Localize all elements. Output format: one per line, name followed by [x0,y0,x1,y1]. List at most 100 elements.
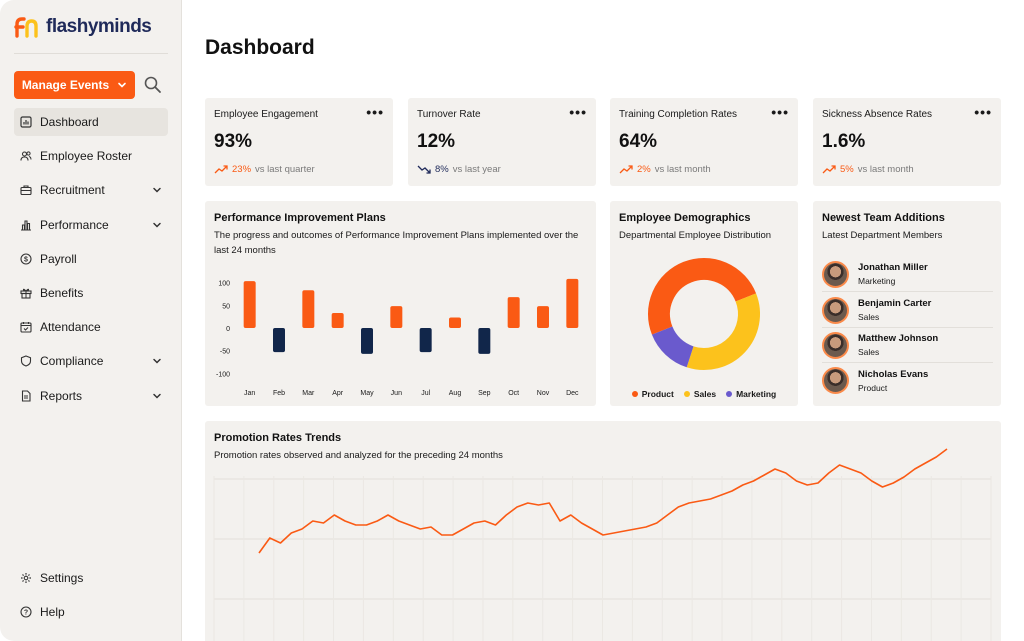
member-name: Matthew Johnson [858,333,939,344]
search-icon[interactable] [143,75,163,95]
sidebar-item-compliance[interactable]: Compliance [14,347,168,375]
dollar-icon: $ [20,253,32,265]
bar-aug[interactable] [449,317,461,328]
sidebar-item-attendance[interactable]: Attendance [14,313,168,341]
card-subtitle: Latest Department Members [822,230,943,241]
brand-logo[interactable]: flashyminds [14,14,152,40]
kpi-trend: 5% vs last month [822,164,914,175]
bar-jan[interactable] [243,281,256,328]
sidebar-item-payroll[interactable]: $ Payroll [14,245,168,273]
promotion-series-line[interactable] [258,448,948,554]
main-content: Dashboard Employee Engagement ••• 93% 23… [182,0,1024,641]
list-item[interactable]: Matthew Johnson Sales [822,328,993,363]
sidebar-item-label: Reports [40,388,83,403]
promotion-card: Promotion Rates Trends Promotion rates o… [205,421,1001,641]
sidebar-item-label: Settings [40,571,84,585]
y-tick-label: 50 [222,303,230,310]
card-subtitle: Departmental Employee Distribution [619,230,772,241]
sidebar-item-performance[interactable]: Performance [14,211,168,239]
bar-jun[interactable] [390,306,403,328]
list-item[interactable]: Benjamin Carter Sales [822,293,993,328]
member-department: Sales [858,347,880,357]
more-options-icon[interactable]: ••• [974,104,992,120]
x-tick-label: Nov [537,390,550,397]
y-tick-label: 100 [218,281,230,288]
more-options-icon[interactable]: ••• [569,104,587,120]
x-tick-label: Sep [478,390,491,397]
sidebar-item-dashboard[interactable]: Dashboard [14,108,168,136]
more-options-icon[interactable]: ••• [771,104,789,120]
sidebar-item-reports[interactable]: Reports [14,382,168,410]
card-title: Promotion Rates Trends [214,432,342,444]
member-name: Nicholas Evans [858,368,929,380]
card-title: Performance Improvement Plans [214,212,386,224]
chevron-down-icon[interactable] [152,220,162,230]
list-item[interactable]: Nicholas Evans Product [822,363,993,398]
users-icon [20,151,32,161]
bar-may[interactable] [361,328,373,354]
donut-slice-sales[interactable] [686,293,760,370]
x-tick-label: Jul [421,390,430,397]
more-options-icon[interactable]: ••• [366,104,384,120]
x-tick-label: Jan [244,390,255,397]
gift-icon [20,288,32,299]
bar-oct[interactable] [507,297,520,328]
chevron-down-icon[interactable] [152,185,162,195]
legend-item-sales: Sales [683,389,716,399]
donut-slice-product[interactable] [648,258,757,335]
kpi-card-training-completion: Training Completion Rates ••• 64% 2% vs … [610,98,798,186]
member-department: Product [858,382,888,393]
legend-swatch [726,391,733,397]
legend-item-product: Product [631,389,674,399]
manage-events-button[interactable]: Manage Events [14,71,135,99]
list-item[interactable]: Jonathan Miller Marketing [822,257,993,292]
bar-mar[interactable] [302,290,315,328]
kpi-trend: 2% vs last month [619,164,711,175]
donut-slice-marketing[interactable] [651,325,695,368]
sidebar-item-employee-roster[interactable]: Employee Roster [14,142,168,170]
sidebar-item-recruitment[interactable]: Recruitment [14,176,168,204]
member-name: Benjamin Carter [858,298,932,309]
kpi-change: 8% [435,164,449,175]
dashboard-icon [20,116,32,128]
sidebar-item-benefits[interactable]: Benefits [14,279,168,307]
brand-name: flashyminds [46,16,152,37]
x-tick-label: Aug [449,390,462,397]
member-department: Marketing [858,276,896,286]
gear-icon [21,573,31,583]
avatar [822,331,849,359]
sidebar-item-settings[interactable]: Settings [14,564,168,592]
bar-feb[interactable] [273,328,285,353]
help-icon: ? [20,606,32,618]
trend-down-icon [417,165,431,174]
bar-jul[interactable] [419,328,432,353]
kpi-card-employee-engagement: Employee Engagement ••• 93% 23% vs last … [205,98,393,186]
card-subtitle: The progress and outcomes of Performance… [214,230,579,256]
sidebar-item-label: Performance [40,217,109,232]
sidebar-item-help[interactable]: ? Help [14,598,168,626]
chevron-down-icon[interactable] [152,356,162,366]
sidebar-item-label: Payroll [40,251,77,266]
manage-events-label: Manage Events [21,78,110,92]
sidebar-item-label: Attendance [40,320,101,335]
bar-dec[interactable] [566,278,579,328]
bar-chart-icon [21,220,31,231]
member-name: Jonathan Miller [858,262,928,273]
bar-nov[interactable] [537,306,549,328]
kpi-title: Sickness Absence Rates [822,109,933,120]
file-icon [21,389,31,402]
bar-sep[interactable] [478,328,491,354]
chevron-down-icon[interactable] [152,391,162,401]
bar-apr[interactable] [331,313,344,328]
kpi-title: Turnover Rate [417,109,481,120]
x-tick-label: Mar [302,390,315,397]
chart-legend: Product Sales Marketing [610,389,798,399]
kpi-value: 93% [214,131,253,152]
logo-mark-icon [14,17,38,38]
trend-up-icon [822,165,836,174]
kpi-title: Training Completion Rates [619,109,738,120]
y-tick-label: -100 [216,371,230,378]
newest-members-card: Newest Team Additions Latest Department … [813,201,1001,406]
svg-text:?: ? [24,610,28,617]
